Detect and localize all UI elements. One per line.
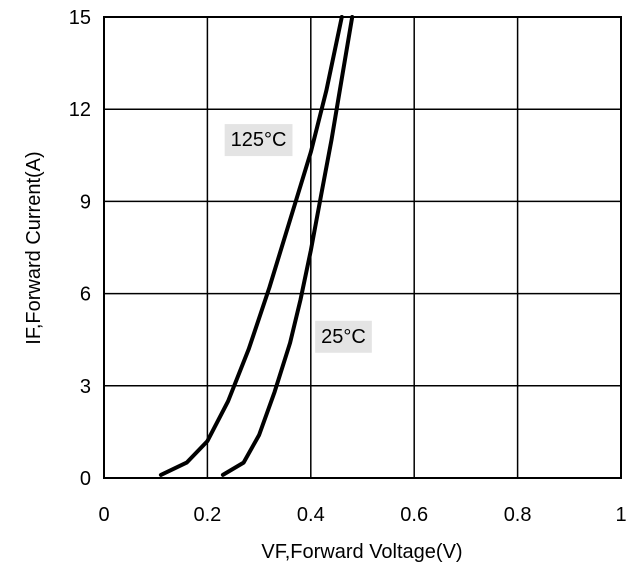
y-ticks: 0 3 6 9 12 15 — [69, 7, 91, 490]
y-tick-label: 12 — [69, 99, 91, 121]
grid-lines — [104, 17, 621, 478]
annotation-background — [224, 124, 293, 157]
annotation: 125°C — [224, 124, 293, 157]
y-axis-label: IF,Forward Current(A) — [23, 151, 45, 344]
y-tick-label: 9 — [80, 191, 91, 213]
y-tick-label: 0 — [80, 468, 91, 490]
x-tick-label: 0 — [98, 504, 109, 526]
annotation-background — [315, 320, 372, 353]
x-tick-label: 0.6 — [400, 504, 428, 526]
annotations: 125°C 25°C — [224, 124, 372, 353]
x-ticks: 0 0.2 0.4 0.6 0.8 1 — [98, 504, 626, 526]
series-line — [158, 15, 344, 477]
x-tick-label: 0.8 — [504, 504, 532, 526]
annotation: 25°C — [315, 320, 372, 353]
plot-frame — [103, 16, 622, 479]
x-axis-label: VF,Forward Voltage(V) — [261, 541, 462, 563]
annotation-label: 125°C — [231, 129, 287, 151]
plot-border — [103, 16, 622, 479]
x-tick-label: 1 — [615, 504, 626, 526]
y-tick-label: 15 — [69, 7, 91, 29]
series-line — [220, 15, 355, 477]
series-curves — [158, 15, 355, 477]
x-tick-label: 0.4 — [297, 504, 325, 526]
y-tick-label: 6 — [80, 284, 91, 306]
annotation-label: 25°C — [321, 326, 366, 348]
y-tick-label: 3 — [80, 376, 91, 398]
x-tick-label: 0.2 — [193, 504, 221, 526]
